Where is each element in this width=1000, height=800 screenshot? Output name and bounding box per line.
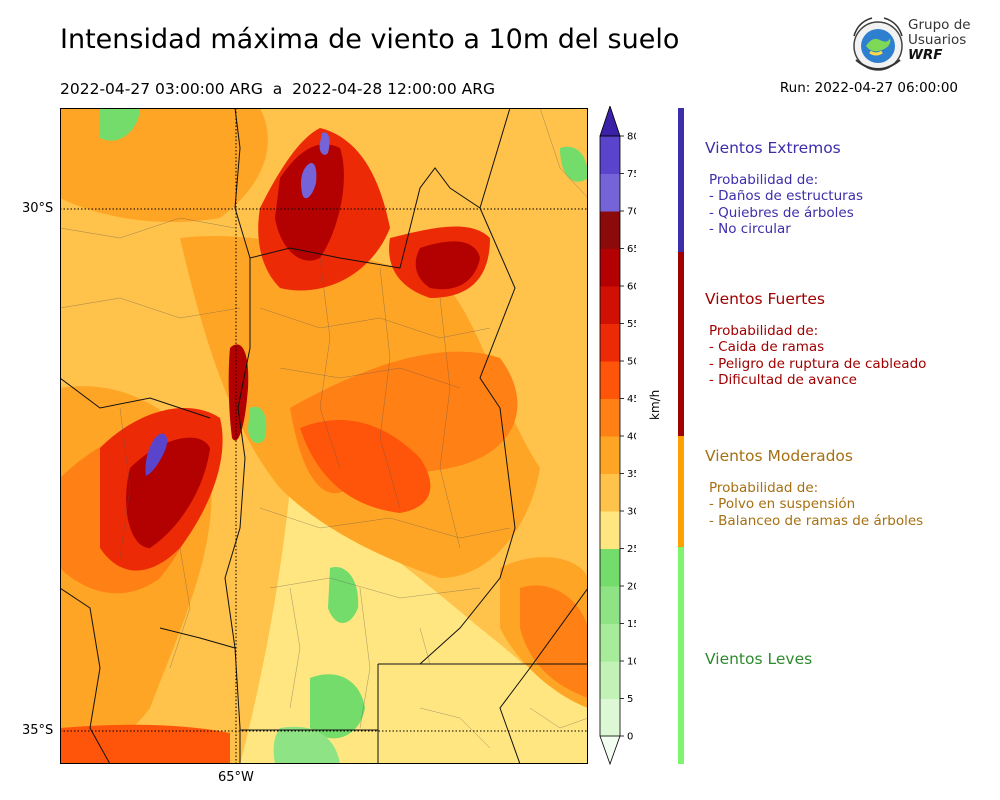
- lon-label-65w: 65°W: [218, 770, 254, 785]
- colorbar-band: [600, 586, 620, 624]
- category-heading: Probabilidad de:: [709, 480, 819, 496]
- colorbar-band: [600, 511, 620, 549]
- category-desc-extreme: Probabilidad de: - Daños de estructuras …: [709, 172, 863, 237]
- border-santiago-santafe: [399, 108, 511, 269]
- colorbar-unit: km/h: [648, 389, 662, 420]
- colorbar-tick-label: 20: [627, 582, 636, 593]
- dark-red-zone-east: [415, 241, 480, 290]
- border-catamarca-east: [234, 108, 251, 409]
- dark-red-zone-ridge: [275, 144, 344, 261]
- colorbar-tick-label: 75: [627, 169, 636, 180]
- colorbar-band: [600, 436, 620, 474]
- category-desc-strong: Probabilidad de: - Caida de ramas - Peli…: [709, 323, 926, 388]
- colorbar-tick-label: 55: [627, 319, 636, 330]
- dark-orange-southeast: [520, 585, 588, 698]
- border-larioja-west: [60, 377, 211, 419]
- border-tucuman-santiago: [249, 247, 401, 269]
- category-desc-moderate: Probabilidad de: - Polvo en suspensión -…: [709, 480, 923, 529]
- wind-intensity-map: [60, 108, 588, 764]
- lat-label-30s: 30°S: [22, 201, 54, 216]
- colorbar-band: [600, 661, 620, 699]
- green-zone-south-1: [328, 567, 359, 623]
- extreme-zone-north: [301, 163, 317, 199]
- colorbar-band: [600, 698, 620, 737]
- forecast-period: 2022-04-27 03:00:00 ARG a 2022-04-28 12:…: [60, 80, 496, 98]
- colorbar-tick-label: 30: [627, 507, 636, 518]
- category-item: - No circular: [709, 220, 791, 237]
- green-zone-south-2: [310, 674, 365, 739]
- colorbar-tick-label: 0: [627, 732, 633, 743]
- colorbar-band: [600, 136, 620, 174]
- green-zone-northeast: [560, 146, 588, 182]
- border-sanjuan-west: [60, 587, 111, 764]
- colorbar-band: [600, 286, 620, 324]
- colorbar-tick-label: 80: [627, 132, 636, 143]
- strong-category-bar: [678, 252, 684, 436]
- category-title-light: Vientos Leves: [705, 650, 813, 668]
- map-frame: [60, 108, 588, 764]
- colorbar-band: [600, 548, 620, 587]
- colorbar-band: [600, 623, 620, 662]
- colorbar-band: [600, 248, 620, 287]
- run-time: Run: 2022-04-27 06:00:00: [779, 80, 958, 96]
- colorbar-tick-label: 35: [627, 469, 636, 480]
- green-zone-south-3: [273, 726, 340, 764]
- colorbar-tick-label: 65: [627, 244, 636, 255]
- colorbar-tick-label: 40: [627, 432, 636, 443]
- logo-text: Grupo de Usuarios WRF: [908, 18, 971, 63]
- border-sanluis-north: [159, 627, 236, 649]
- colorbar-tick-label: 70: [627, 207, 636, 218]
- red-strip-south: [60, 724, 230, 764]
- logo-line-2: Usuarios: [908, 32, 967, 48]
- category-item: - Peligro de ruptura de cableado: [709, 355, 927, 372]
- green-zone-sierra: [248, 406, 267, 444]
- extreme-category-bar: [678, 108, 684, 252]
- colorbar-tick-label: 15: [627, 619, 636, 630]
- colorbar-tick-label: 10: [627, 657, 636, 668]
- category-title-extreme: Vientos Extremos: [705, 139, 841, 157]
- category-item: - Quiebres de árboles: [709, 204, 854, 221]
- extreme-zone-north-2: [319, 132, 330, 155]
- colorbar-band: [600, 398, 620, 437]
- category-item: - Caida de ramas: [709, 339, 825, 356]
- colorbar-tick-label: 5: [627, 694, 633, 705]
- colorbar-tick-label: 45: [627, 394, 636, 405]
- category-heading: Probabilidad de:: [709, 172, 819, 188]
- category-heading: Probabilidad de:: [709, 323, 819, 339]
- colorbar-extend-max: [599, 106, 621, 137]
- dark-red-zone-sierra: [228, 344, 249, 441]
- category-item: - Polvo en suspensión: [709, 496, 856, 513]
- category-item: - Balanceo de ramas de árboles: [709, 512, 924, 529]
- extreme-zone-west: [145, 433, 168, 476]
- border-santafe-west: [419, 207, 516, 665]
- logo-line-3: WRF: [908, 47, 943, 63]
- light-yellow-zone-southeast: [378, 664, 588, 764]
- colorbar-band: [600, 211, 620, 249]
- dark-orange-band-2: [300, 419, 431, 513]
- category-title-moderate: Vientos Moderados: [705, 447, 853, 465]
- wind-colorbar: 0 5 10 15 20 25 30 35 40 45 50 55 60 65 70 75 80: [599, 106, 636, 766]
- logo-line-1: Grupo de: [908, 17, 971, 33]
- colorbar-tick-label: 25: [627, 544, 636, 555]
- colorbar-tick-label: 50: [627, 357, 636, 368]
- colorbar-extend-min: [599, 735, 621, 766]
- colorbar-band: [600, 361, 620, 399]
- category-item: - Dificultad de avance: [709, 371, 857, 388]
- border-buenosaires: [499, 587, 588, 764]
- colorbar-band: [600, 323, 620, 362]
- moderate-category-bar: [678, 436, 684, 547]
- colorbar-band: [600, 173, 620, 212]
- green-zone-north: [100, 108, 140, 141]
- colorbar-band: [600, 473, 620, 512]
- colorbar-tick-label: 60: [627, 282, 636, 293]
- border-cordoba-west: [224, 407, 246, 764]
- category-item: - Daños de estructuras: [709, 188, 864, 205]
- grupo-wrf-logo: [853, 17, 903, 71]
- category-title-strong: Vientos Fuertes: [705, 290, 825, 308]
- lat-label-35s: 35°S: [22, 723, 54, 738]
- light-category-bar: [678, 547, 684, 764]
- map-title: Intensidad máxima de viento a 10m del su…: [60, 24, 680, 55]
